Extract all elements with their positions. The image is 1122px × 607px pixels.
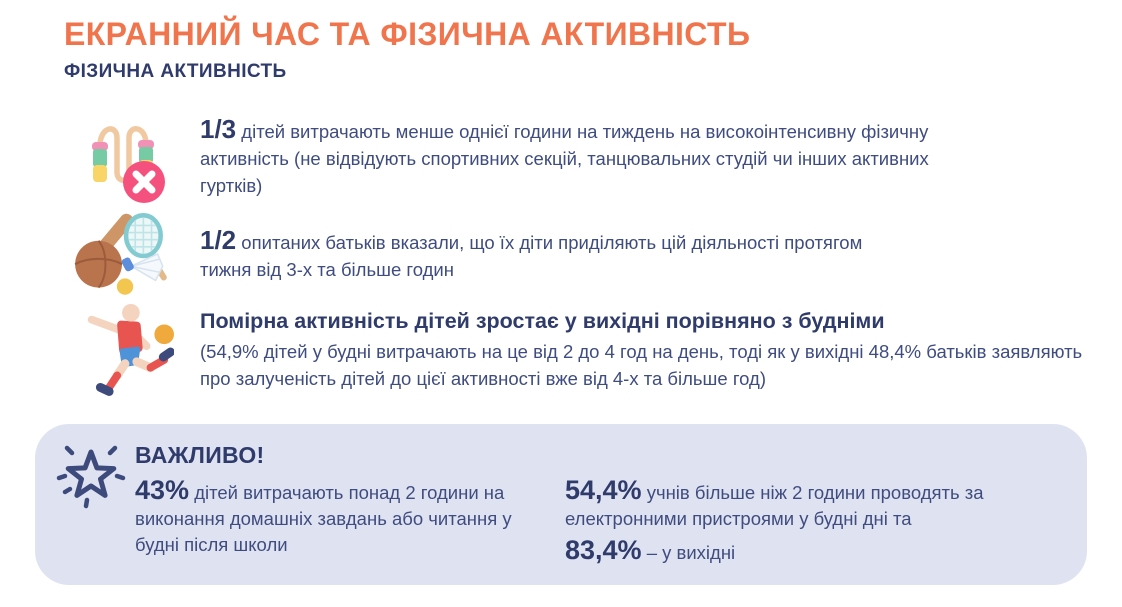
page-title: ЕКРАННИЙ ЧАС ТА ФІЗИЧНА АКТИВНІСТЬ [64, 16, 751, 52]
sparkle-star-icon [51, 436, 129, 519]
important-right-column: 54,4% учнів більше ніж 2 години проводят… [565, 477, 1045, 566]
stat-text: опитаних батьків вказали, що їх діти при… [200, 232, 863, 280]
stat-value: 54,4% [565, 475, 642, 505]
stat-row-weekly-hours: 1/2 опитаних батьків вказали, що їх діти… [200, 227, 900, 283]
stat-text: дітей витрачають понад 2 години на викон… [135, 482, 512, 555]
stat-row-moderate-activity: Помірна активність дітей зростає у вихід… [200, 308, 1110, 392]
stat-text: учнів більше ніж 2 години проводять за е… [565, 482, 984, 529]
stat-value: 43% [135, 475, 190, 505]
section-subtitle: ФІЗИЧНА АКТИВНІСТЬ [64, 61, 287, 82]
important-left-column: 43% дітей витрачають понад 2 години на в… [135, 477, 547, 558]
stat-text: дітей витрачають менше однієї години на … [200, 121, 929, 196]
sports-equipment-icon [68, 212, 178, 302]
stat-value: 1/3 [200, 114, 237, 144]
stat-text: – у вихідні [646, 542, 736, 563]
stat-paragraph: 83,4% – у вихідні [565, 537, 1045, 566]
jump-rope-crossed-icon [72, 112, 174, 215]
stat-value: 83,4% [565, 535, 642, 565]
stat-paragraph: 1/3 дітей витрачають менше однієї години… [200, 116, 945, 199]
stat-paragraph: 1/2 опитаних батьків вказали, що їх діти… [200, 227, 900, 283]
stat-paragraph: 43% дітей витрачають понад 2 години на в… [135, 477, 547, 558]
soccer-player-icon [76, 300, 175, 405]
stat-text: (54,9% дітей у будні витрачають на це ві… [200, 341, 1083, 389]
stat-paragraph: 54,4% учнів більше ніж 2 години проводят… [565, 477, 1045, 532]
important-box: ВАЖЛИВО! 43% дітей витрачають понад 2 го… [35, 424, 1087, 585]
stat-value: 1/2 [200, 225, 237, 255]
stat-row-high-intensity: 1/3 дітей витрачають менше однієї години… [200, 116, 945, 199]
stat-heading: Помірна активність дітей зростає у вихід… [200, 309, 885, 333]
important-title: ВАЖЛИВО! [135, 442, 265, 468]
